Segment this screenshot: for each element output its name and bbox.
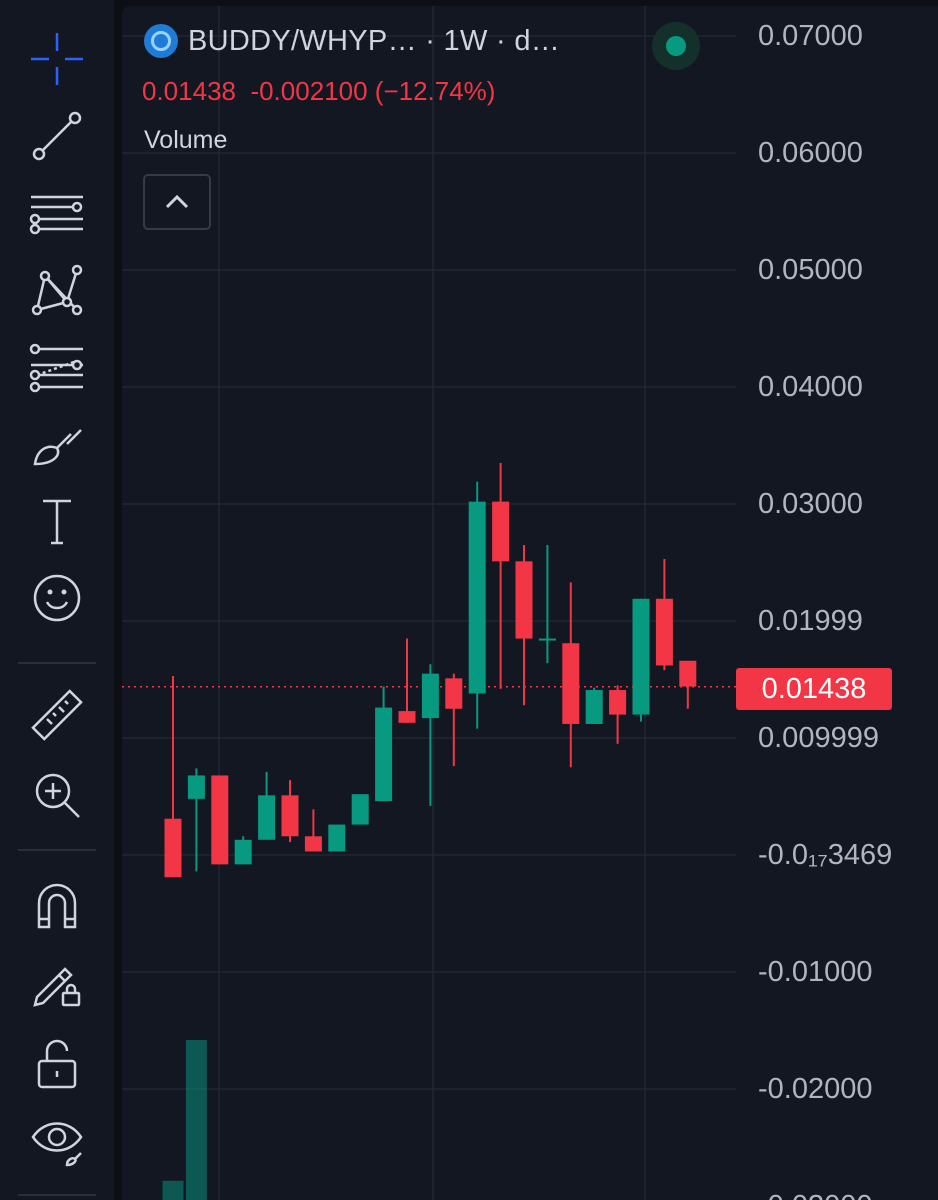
candle-body[interactable] [562, 643, 580, 724]
candle-body[interactable] [421, 673, 439, 719]
price-axis-label: -0.02000 [758, 1073, 873, 1105]
ruler-tool[interactable] [17, 680, 97, 750]
magnet-icon [37, 883, 77, 929]
magnet-tool[interactable] [17, 870, 97, 940]
candle-body[interactable] [515, 561, 533, 639]
price-axis-label: 0.009999 [758, 722, 879, 754]
trend-line-icon [32, 111, 82, 161]
token-logo [144, 24, 178, 58]
chart-panel[interactable]: BUDDY/WHYP… · 1W · d… 0.01438 -0.002100 … [122, 6, 938, 1200]
symbol-title[interactable]: BUDDY/WHYP… · 1W · d… [188, 24, 561, 57]
candle-body[interactable] [468, 501, 486, 694]
crosshair-tool[interactable] [17, 24, 97, 94]
volume-bar [162, 1180, 184, 1200]
candle-body[interactable] [328, 824, 346, 852]
toolbar-divider [18, 1194, 96, 1196]
candle-body[interactable] [304, 836, 322, 852]
status-dot-icon [666, 36, 686, 56]
candle-body[interactable] [258, 795, 276, 840]
ruler-icon [31, 689, 83, 741]
candle-body[interactable] [655, 598, 673, 666]
volume-indicator-label[interactable]: Volume [144, 126, 228, 154]
candle-body[interactable] [585, 690, 603, 724]
candle-body[interactable] [187, 775, 205, 799]
volume-bar [185, 1040, 207, 1200]
candle-body[interactable] [445, 678, 463, 709]
price-axis-label: 0.03000 [758, 488, 863, 520]
toolbar-divider [18, 662, 96, 664]
lock-drawing-tool[interactable] [17, 948, 97, 1018]
eye-icon [31, 1122, 83, 1167]
last-price: 0.01438 [142, 76, 236, 106]
zoom-in-icon [35, 773, 80, 818]
drawing-toolbar [0, 0, 114, 1200]
price-axis-label: 0.06000 [758, 137, 863, 169]
emoji-tool[interactable] [17, 563, 97, 633]
candle-body[interactable] [609, 690, 627, 715]
candle-body[interactable] [538, 638, 556, 641]
candle-body[interactable] [632, 598, 650, 715]
candle-body[interactable] [351, 794, 369, 825]
price-change: -0.002100 [250, 76, 368, 106]
price-axis-label: 0.04000 [758, 371, 863, 403]
brush-icon [33, 429, 82, 466]
candle-body[interactable] [234, 839, 252, 865]
candle-body[interactable] [492, 501, 510, 562]
horizontal-lines-icon [29, 195, 83, 235]
price-axis-label: -0.01000 [758, 956, 873, 988]
symbol-header[interactable]: BUDDY/WHYP… · 1W · d… [144, 24, 560, 58]
collapse-legend-button[interactable] [143, 174, 211, 230]
visibility-tool[interactable] [17, 1104, 97, 1174]
fib-retracement-tool[interactable] [17, 332, 97, 402]
pattern-tool[interactable] [17, 255, 97, 325]
candle-body[interactable] [281, 795, 299, 837]
crosshair-icon [31, 33, 83, 85]
candle-body[interactable] [211, 775, 229, 865]
price-change-legend: 0.01438 -0.002100 (−12.74%) [142, 76, 495, 107]
unlock-icon [37, 1039, 77, 1089]
market-status-indicator[interactable] [652, 22, 700, 70]
price-axis-label: 0.07000 [758, 20, 863, 52]
price-axis-label: -0.0₁₇3469 [758, 839, 893, 871]
chevron-up-icon [165, 194, 189, 209]
candle-body[interactable] [398, 711, 416, 723]
trend-line-tool[interactable] [17, 101, 97, 171]
text-tool[interactable] [17, 486, 97, 556]
fib-retracement-icon [29, 343, 83, 393]
brush-tool[interactable] [17, 409, 97, 479]
pattern-icon [31, 264, 83, 316]
toolbar-divider [18, 849, 96, 851]
emoji-icon [33, 574, 81, 622]
price-axis-label: -0.03000 [758, 1190, 873, 1200]
candle-body[interactable] [375, 707, 393, 802]
text-icon [43, 499, 71, 545]
price-axis-label: 0.01999 [758, 605, 863, 637]
horizontal-lines-tool[interactable] [17, 178, 97, 248]
candle-body[interactable] [164, 818, 182, 878]
current-price-tag: 0.01438 [736, 668, 892, 710]
zoom-in-tool[interactable] [17, 760, 97, 830]
price-axis-label: 0.05000 [758, 254, 863, 286]
price-change-percent: (−12.74%) [374, 76, 496, 106]
candle-body[interactable] [679, 660, 697, 687]
lock-drawing-icon [33, 967, 81, 1007]
chart-canvas[interactable] [122, 6, 938, 1200]
unlock-tool[interactable] [17, 1028, 97, 1098]
